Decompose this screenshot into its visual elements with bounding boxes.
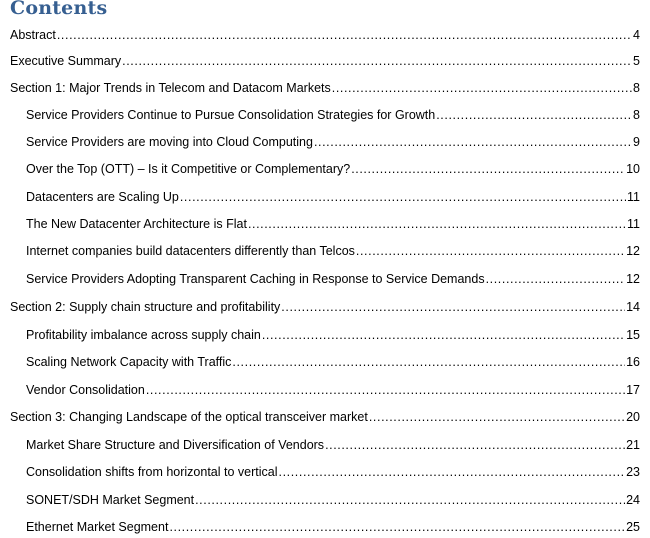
toc-entry-page: 24	[626, 493, 640, 507]
dot-leader	[314, 135, 632, 149]
toc-entry[interactable]: Vendor Consolidation 17	[26, 379, 640, 397]
toc-entry[interactable]: Datacenters are Scaling Up 11	[26, 186, 640, 204]
dot-leader	[180, 190, 626, 204]
toc-entry-page: 20	[626, 410, 640, 424]
toc-entry-page: 8	[633, 81, 640, 95]
toc-entry[interactable]: Service Providers Adopting Transparent C…	[26, 268, 640, 286]
toc-entry-page: 4	[633, 28, 640, 42]
toc-entry-page: 14	[626, 300, 640, 314]
dot-leader	[57, 28, 632, 42]
toc-entry[interactable]: Abstract 4	[10, 24, 640, 42]
toc-entry-page: 12	[626, 272, 640, 286]
toc-entry-page: 15	[626, 328, 640, 342]
toc-entry-page: 9	[633, 135, 640, 149]
toc-entry[interactable]: Section 3: Changing Landscape of the opt…	[10, 406, 640, 424]
toc-entry-label: Ethernet Market Segment	[26, 520, 169, 534]
toc-entry[interactable]: Section 2: Supply chain structure and pr…	[10, 296, 640, 314]
toc-entry-label: Datacenters are Scaling Up	[26, 190, 179, 204]
dot-leader	[436, 108, 632, 122]
toc-entry-page: 21	[626, 438, 640, 452]
toc-entry[interactable]: The New Datacenter Architecture is Flat 1…	[26, 213, 640, 231]
toc-entry-label: SONET/SDH Market Segment	[26, 493, 195, 507]
toc-entry-page: 11	[627, 190, 640, 204]
toc-entry[interactable]: Market Share Structure and Diversificati…	[26, 434, 640, 452]
toc-entry[interactable]: Scaling Network Capacity with Traffic 16	[26, 351, 640, 369]
toc-entry[interactable]: Service Providers Continue to Pursue Con…	[26, 104, 640, 122]
toc-entry-label: Section 3: Changing Landscape of the opt…	[10, 410, 368, 424]
page-title: Contents	[10, 0, 108, 19]
dot-leader	[281, 300, 625, 314]
dot-leader	[195, 493, 625, 507]
toc-entry-page: 23	[626, 465, 640, 479]
toc-entry-page: 5	[633, 54, 640, 68]
toc-entry-page: 25	[626, 520, 640, 534]
toc-entry-label: Market Share Structure and Diversificati…	[26, 438, 325, 452]
toc-entry-page: 10	[626, 162, 640, 176]
toc-entry-label: Service Providers are moving into Cloud …	[26, 135, 313, 149]
toc-entry-page: 17	[626, 383, 640, 397]
dot-leader	[146, 383, 625, 397]
toc-entry[interactable]: Ethernet Market Segment 25	[26, 516, 640, 534]
dot-leader	[369, 410, 625, 424]
toc-entry-label: Consolidation shifts from horizontal to …	[26, 465, 278, 479]
toc-entry-label: Executive Summary	[10, 54, 122, 68]
dot-leader	[279, 465, 626, 479]
dot-leader	[232, 355, 625, 369]
dot-leader	[486, 272, 626, 286]
toc-entry[interactable]: Internet companies build datacenters dif…	[26, 240, 640, 258]
toc-entry[interactable]: SONET/SDH Market Segment 24	[26, 489, 640, 507]
toc-entry-label: Over the Top (OTT) – Is it Competitive o…	[26, 162, 351, 176]
toc-entry-label: Section 2: Supply chain structure and pr…	[10, 300, 281, 314]
toc-entry-label: Internet companies build datacenters dif…	[26, 244, 355, 258]
toc-entry[interactable]: Service Providers are moving into Cloud …	[26, 131, 640, 149]
toc-entry-label: Scaling Network Capacity with Traffic	[26, 355, 232, 369]
toc-entry[interactable]: Section 1: Major Trends in Telecom and D…	[10, 77, 640, 95]
toc-entry-label: Profitability imbalance across supply ch…	[26, 328, 261, 342]
toc-entry-label: Service Providers Continue to Pursue Con…	[26, 108, 436, 122]
toc-entry-page: 11	[627, 217, 640, 231]
toc-entry-label: Abstract	[10, 28, 56, 42]
dot-leader	[351, 162, 625, 176]
dot-leader	[332, 81, 632, 95]
toc-entry[interactable]: Executive Summary 5	[10, 50, 640, 68]
dot-leader	[122, 54, 632, 68]
dot-leader	[356, 244, 625, 258]
toc-entry-label: Service Providers Adopting Transparent C…	[26, 272, 485, 286]
toc-entry[interactable]: Consolidation shifts from horizontal to …	[26, 461, 640, 479]
dot-leader	[248, 217, 626, 231]
dot-leader	[262, 328, 625, 342]
dot-leader	[325, 438, 625, 452]
toc-entry[interactable]: Over the Top (OTT) – Is it Competitive o…	[26, 158, 640, 176]
toc-entry-label: The New Datacenter Architecture is Flat	[26, 217, 247, 231]
toc-entry[interactable]: Profitability imbalance across supply ch…	[26, 324, 640, 342]
toc-entry-label: Section 1: Major Trends in Telecom and D…	[10, 81, 331, 95]
toc-entry-label: Vendor Consolidation	[26, 383, 145, 397]
dot-leader	[169, 520, 625, 534]
toc-entry-page: 12	[626, 244, 640, 258]
toc-entry-page: 8	[633, 108, 640, 122]
toc-entry-page: 16	[626, 355, 640, 369]
